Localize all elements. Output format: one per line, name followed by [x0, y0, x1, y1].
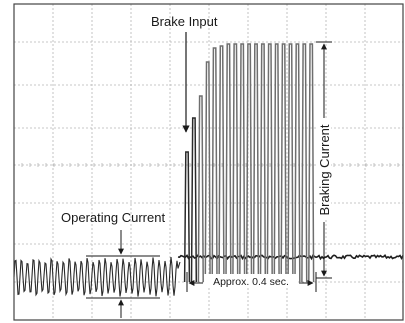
braking-pulse	[218, 45, 225, 283]
braking-current-pulses	[183, 43, 315, 283]
braking-current-label: Braking Current	[317, 124, 332, 215]
duration-label-bg	[204, 274, 298, 288]
braking-pulse	[280, 43, 287, 283]
braking-pulse	[190, 117, 198, 283]
braking-pulse	[211, 47, 218, 283]
duration-label: Approx. 0.4 sec.	[213, 276, 289, 288]
braking-pulse	[225, 43, 232, 283]
braking-pulse	[301, 43, 308, 283]
operating-current-trace	[13, 257, 181, 297]
braking-pulse	[197, 95, 204, 283]
braking-pulse	[239, 43, 246, 283]
duration-annotation: Approx. 0.4 sec.	[186, 272, 317, 292]
baseline-trace	[177, 254, 404, 261]
brake-input-annotation: Brake Input	[151, 14, 218, 133]
screen-frame	[13, 3, 404, 321]
braking-pulse	[245, 43, 253, 283]
braking-pulse	[252, 43, 260, 283]
braking-pulse	[204, 61, 211, 283]
braking-pulse	[232, 43, 239, 283]
braking-pulse	[273, 43, 280, 283]
braking-pulse	[183, 151, 191, 283]
braking-pulse	[266, 43, 273, 283]
braking-current-annotation: Braking Current	[316, 41, 332, 279]
operating-current-label: Operating Current	[61, 210, 165, 225]
braking-pulse	[259, 43, 267, 283]
braking-pulse	[308, 43, 315, 283]
braking-pulse	[294, 43, 301, 283]
brake-input-label: Brake Input	[151, 14, 218, 29]
braking-current-label-bg	[317, 120, 331, 220]
operating-current-annotation: Operating Current	[61, 210, 165, 318]
braking-pulse	[287, 43, 294, 283]
